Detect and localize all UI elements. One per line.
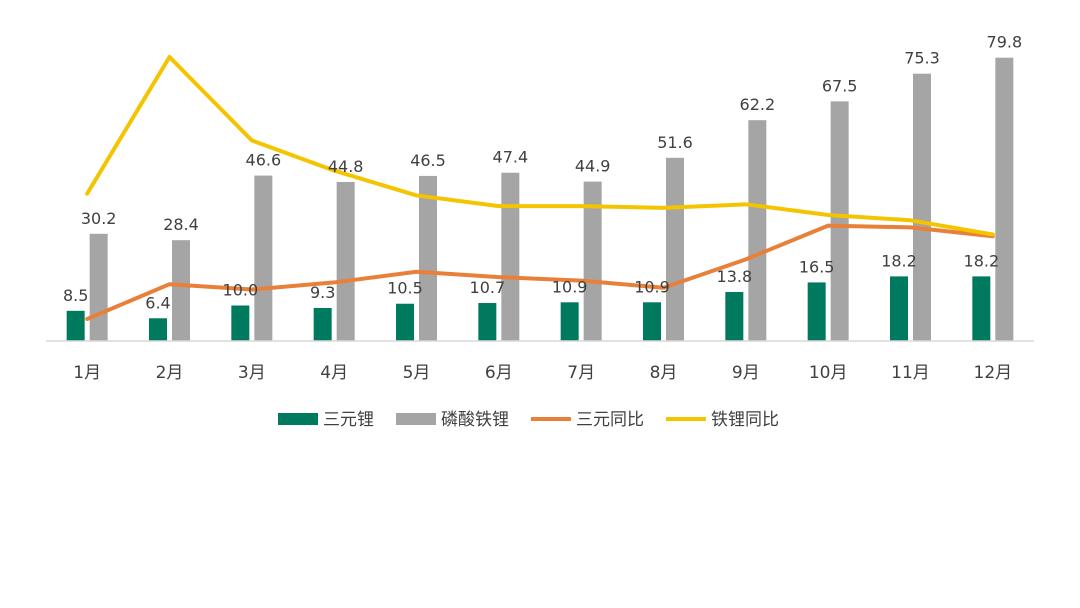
legend-label: 铁锂同比 xyxy=(711,410,779,430)
bar-ternary-4 xyxy=(313,307,332,341)
bar-ternary-11 xyxy=(890,276,908,341)
x-tick-12: 12月 xyxy=(974,363,1013,383)
x-tick-labels: 1月 2月 3月 4月 5月 6月 7月 8月 9月 10月 11月 12月 xyxy=(73,363,1012,383)
bar-ternary-7 xyxy=(560,302,579,341)
label-ternary-12: 18.2 xyxy=(964,251,1000,270)
label-lfp-2: 28.4 xyxy=(163,215,199,234)
label-lfp-7: 44.9 xyxy=(575,157,611,176)
x-tick-3: 3月 xyxy=(238,363,266,383)
label-lfp-6: 47.4 xyxy=(493,148,529,167)
label-ternary-6: 10.7 xyxy=(470,278,506,297)
label-lfp-11: 75.3 xyxy=(904,49,940,68)
data-labels-layer: 8.5 6.4 10.0 9.3 10.5 10.7 10.9 10.9 13.8 16.5 18.… xyxy=(63,33,1022,313)
x-tick-5: 5月 xyxy=(403,363,431,383)
label-ternary-8: 10.9 xyxy=(634,277,670,296)
bar-lfp-5 xyxy=(419,175,437,341)
label-ternary-3: 10.0 xyxy=(223,281,259,300)
bar-ternary-1 xyxy=(66,310,85,341)
legend: 三元锂 磷酸铁锂 三元同比 铁锂同比 xyxy=(278,410,779,430)
label-lfp-8: 51.6 xyxy=(657,133,693,152)
label-ternary-10: 16.5 xyxy=(799,257,835,276)
bar-lfp-8 xyxy=(666,157,684,341)
bar-ternary-8 xyxy=(643,302,661,341)
legend-item-4: 铁锂同比 xyxy=(666,410,779,430)
label-ternary-7: 10.9 xyxy=(552,277,588,296)
label-lfp-12: 79.8 xyxy=(987,33,1023,52)
label-ternary-2: 6.4 xyxy=(145,293,170,312)
x-tick-7: 7月 xyxy=(567,363,595,383)
x-tick-10: 10月 xyxy=(809,363,848,383)
bar-lfp-6 xyxy=(501,172,520,341)
bar-ternary-3 xyxy=(231,305,250,341)
legend-swatch xyxy=(278,413,318,425)
label-lfp-4: 44.8 xyxy=(328,157,364,176)
bar-lfp-12 xyxy=(995,57,1014,342)
bar-lfp-7 xyxy=(583,181,602,341)
label-ternary-11: 18.2 xyxy=(881,251,917,270)
label-lfp-9: 62.2 xyxy=(740,95,776,114)
legend-label: 磷酸铁锂 xyxy=(441,410,509,430)
bar-ternary-9 xyxy=(725,292,744,341)
label-ternary-1: 8.5 xyxy=(63,286,88,305)
bar-lfp-1 xyxy=(89,233,108,341)
bar-lfp-3 xyxy=(254,175,273,341)
bar-ternary-10 xyxy=(807,282,826,341)
label-ternary-9: 13.8 xyxy=(717,267,753,286)
legend-item-1: 三元锂 xyxy=(278,410,374,430)
line-ternary-yoy xyxy=(85,223,995,321)
x-tick-2: 2月 xyxy=(156,363,184,383)
x-tick-8: 8月 xyxy=(650,363,678,383)
label-ternary-4: 9.3 xyxy=(310,283,335,302)
x-tick-11: 11月 xyxy=(891,363,930,383)
lines-layer xyxy=(85,55,995,321)
bar-ternary-6 xyxy=(478,303,497,341)
legend-label: 三元同比 xyxy=(576,410,644,430)
bar-ternary-5 xyxy=(396,303,414,341)
label-lfp-5: 46.5 xyxy=(410,151,446,170)
label-lfp-10: 67.5 xyxy=(822,76,858,95)
x-tick-1: 1月 xyxy=(73,363,101,383)
label-ternary-5: 10.5 xyxy=(387,279,423,298)
label-lfp-3: 46.6 xyxy=(246,151,282,170)
bar-lfp-9 xyxy=(748,120,767,341)
line-lfp-yoy xyxy=(85,55,995,237)
bar-ternary-2 xyxy=(149,318,167,341)
bars-layer xyxy=(66,57,1014,342)
bar-ternary-12 xyxy=(972,276,991,341)
legend-item-2: 磷酸铁锂 xyxy=(396,410,509,430)
label-lfp-1: 30.2 xyxy=(81,209,117,228)
bar-lfp-4 xyxy=(336,181,355,341)
legend-label: 三元锂 xyxy=(323,410,374,430)
legend-item-3: 三元同比 xyxy=(531,410,644,430)
bar-lfp-11 xyxy=(913,73,931,341)
bar-lfp-10 xyxy=(830,101,849,341)
bar-lfp-2 xyxy=(172,240,190,341)
x-tick-9: 9月 xyxy=(732,363,760,383)
legend-swatch xyxy=(396,413,436,425)
x-tick-4: 4月 xyxy=(320,363,348,383)
x-tick-6: 6月 xyxy=(485,363,513,383)
